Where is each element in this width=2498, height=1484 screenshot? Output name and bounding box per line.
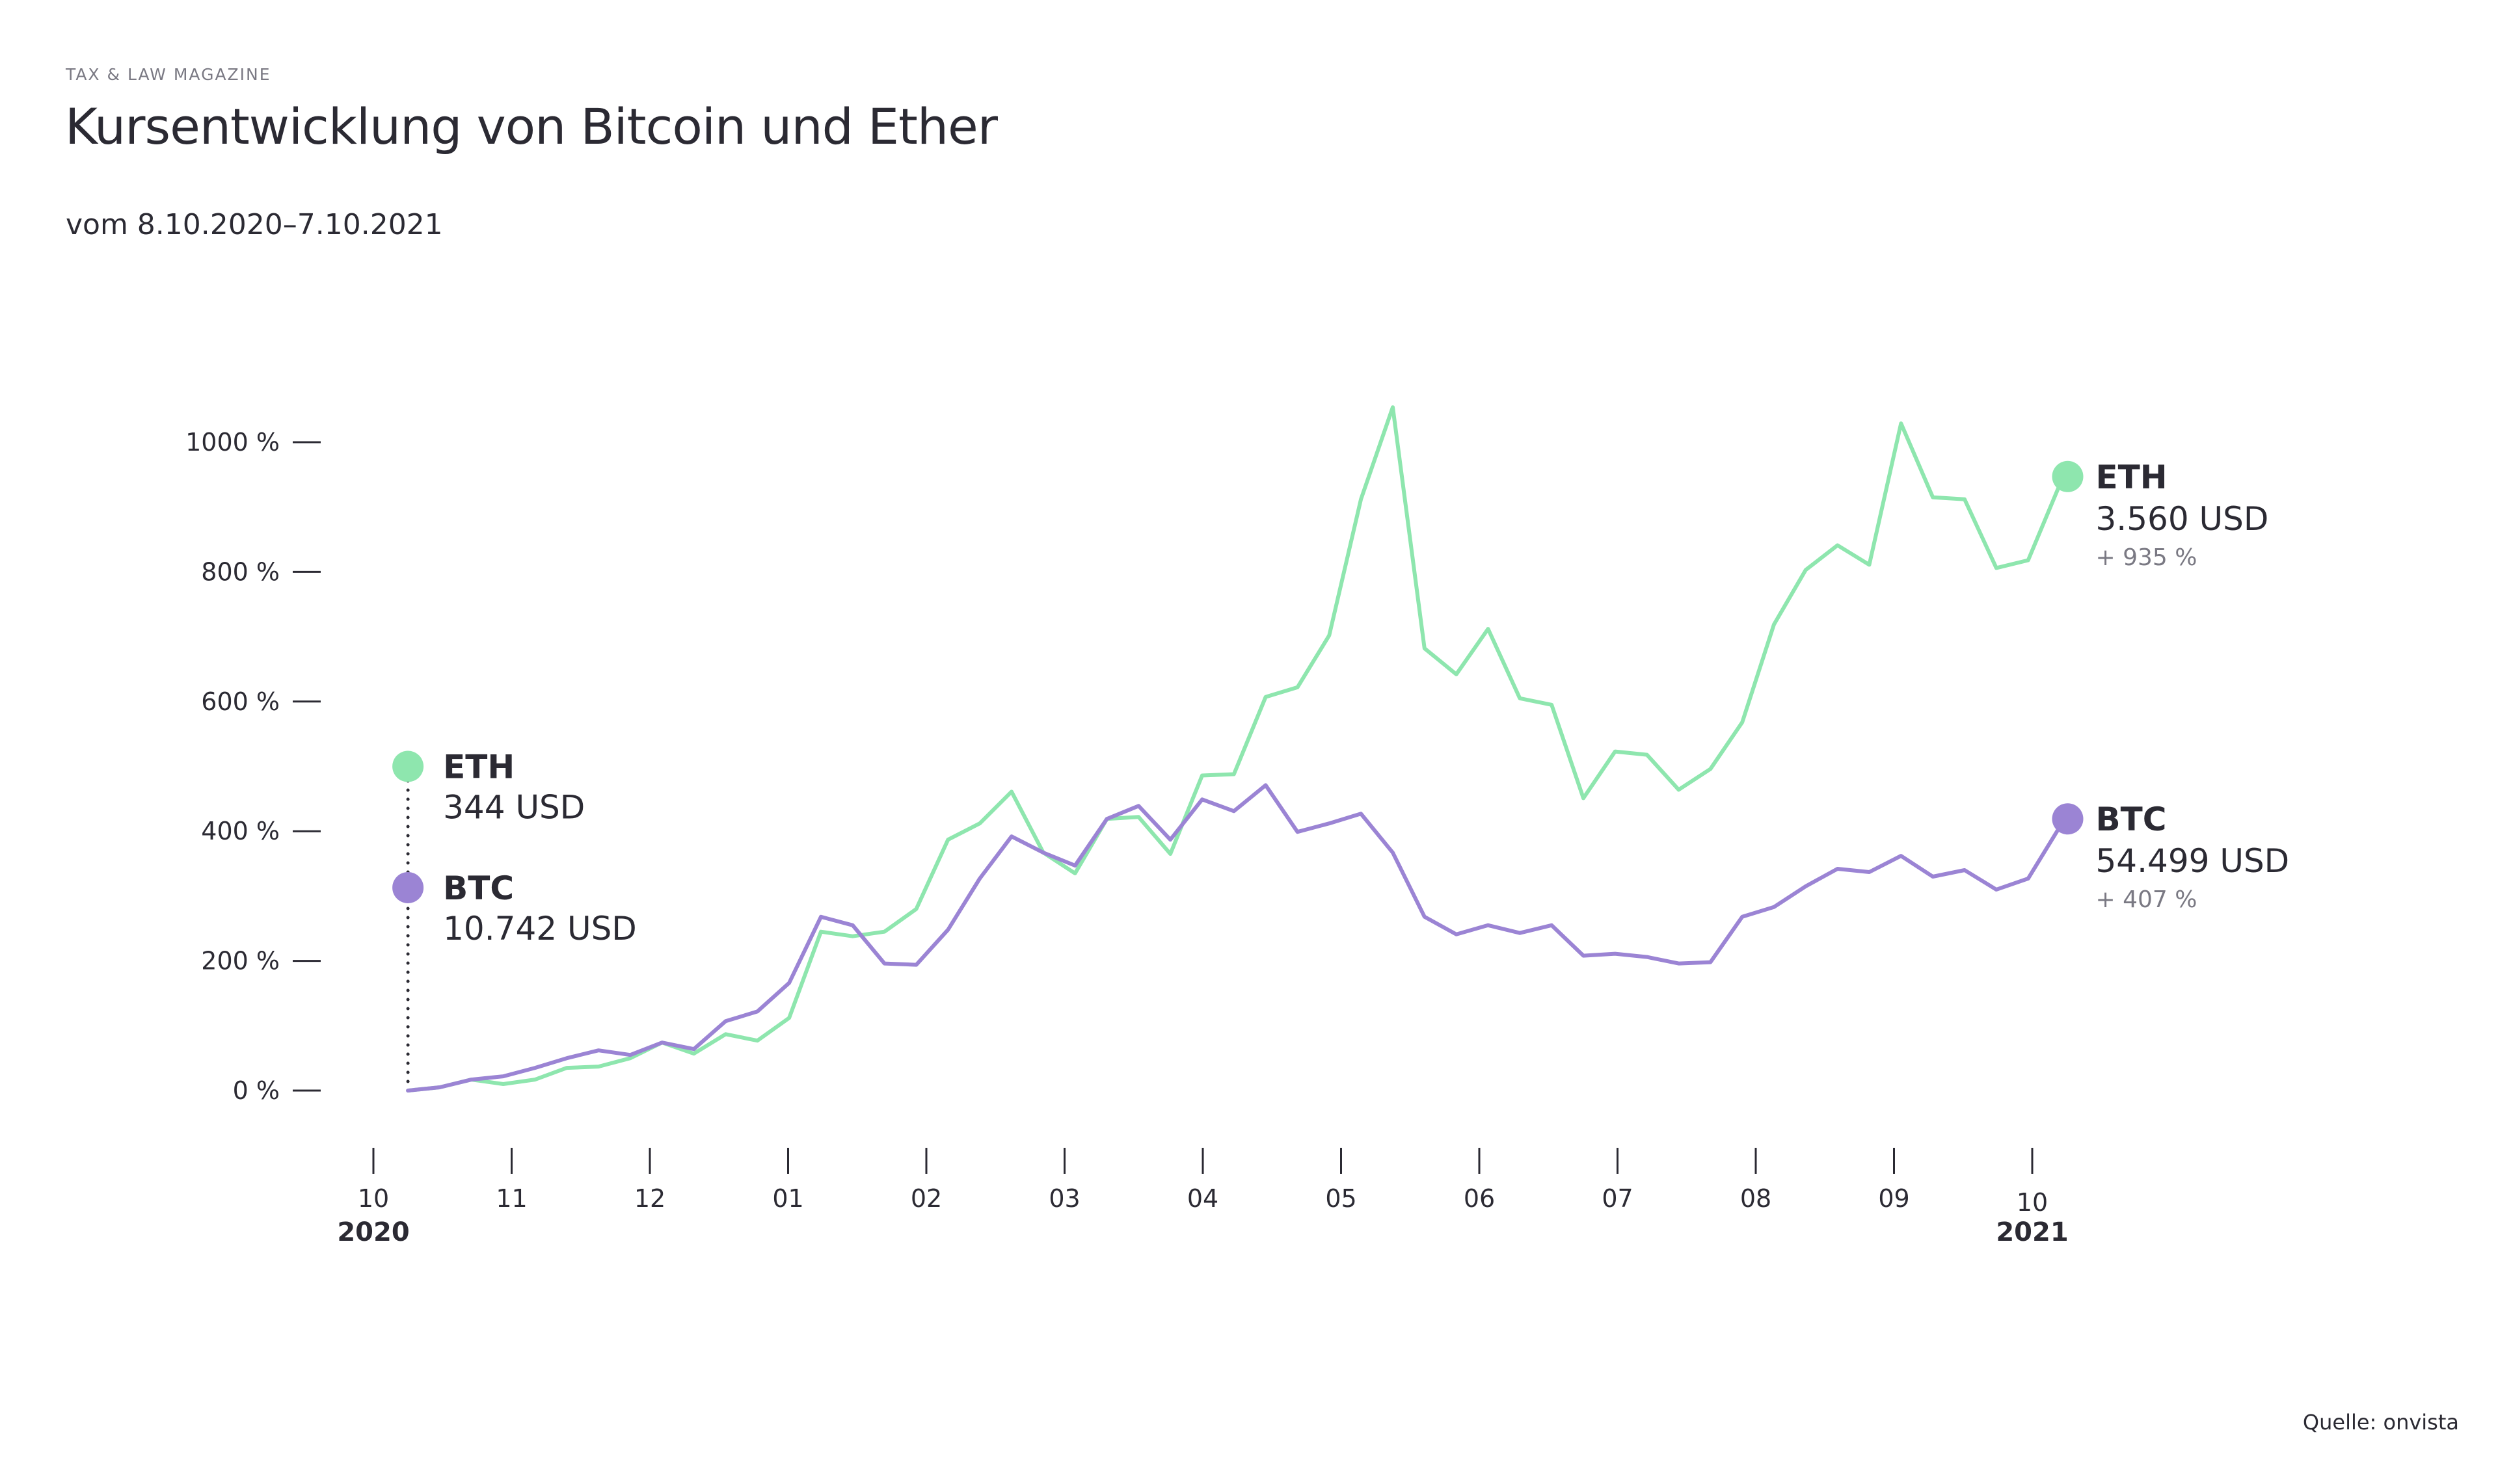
start-marker-eth [392,750,424,782]
x-tick-label: 12 [634,1184,665,1213]
x-tick-label: 11 [496,1184,527,1213]
start-label-value: 344 USD [443,789,585,827]
y-tick-label: 400 % [201,817,280,845]
year-label: 2020 [337,1217,409,1247]
x-tick-label: 03 [1049,1184,1080,1213]
end-label-value: 3.560 USD [2096,500,2269,538]
x-tick-label: 07 [1602,1184,1633,1213]
x-tick-label: 08 [1740,1184,1771,1213]
end-label-name: BTC [2096,801,2167,838]
y-tick-label: 1000 % [185,428,280,457]
start-label-value: 10.742 USD [443,910,637,947]
start-marker-btc [392,871,424,903]
y-tick-label: 200 % [201,947,280,975]
source-note: Quelle: onvista [2302,1410,2459,1435]
year-label: 2021 [1996,1217,2068,1247]
end-marker-btc [2052,803,2084,835]
y-tick-label: 800 % [201,557,280,586]
x-axis: 10 11 12 01 02 03 04 05 06 07 08 09 10 2020 2021 [337,1148,2069,1247]
end-label-change: + 407 % [2096,886,2197,913]
x-tick-label: 01 [772,1184,803,1213]
x-tick-label: 05 [1325,1184,1356,1213]
y-axis: 0 % 200 % 400 % 600 % 800 % 1000 % [185,428,321,1105]
publication-kicker: TAX & LAW MAGAZINE [66,65,271,84]
x-tick-label: 06 [1464,1184,1495,1213]
y-tick-label: 600 % [201,687,280,716]
end-marker-eth [2052,460,2084,492]
series-line-btc [406,783,2062,1093]
end-annotation: ETH 3.560 USD + 935 % BTC 54.499 USD + 407 % [2052,458,2290,913]
series-lines [406,405,2062,1093]
start-label-name: BTC [443,869,514,907]
start-label-name: ETH [443,749,515,786]
y-tick-label: 0 % [233,1076,280,1105]
x-tick-label: 09 [1878,1184,1909,1213]
end-label-change: + 935 % [2096,544,2197,571]
chart-subtitle: vom 8.10.2020–7.10.2021 [66,208,443,241]
end-label-value: 54.499 USD [2096,842,2290,880]
x-tick-label: 04 [1187,1184,1218,1213]
series-line-eth [406,405,2062,1093]
x-tick-label: 10 [2017,1188,2048,1217]
x-tick-label: 10 [358,1184,389,1213]
end-label-name: ETH [2096,458,2168,496]
chart-title: Kursentwicklung von Bitcoin und Ether [65,98,998,155]
x-tick-label: 02 [911,1184,942,1213]
